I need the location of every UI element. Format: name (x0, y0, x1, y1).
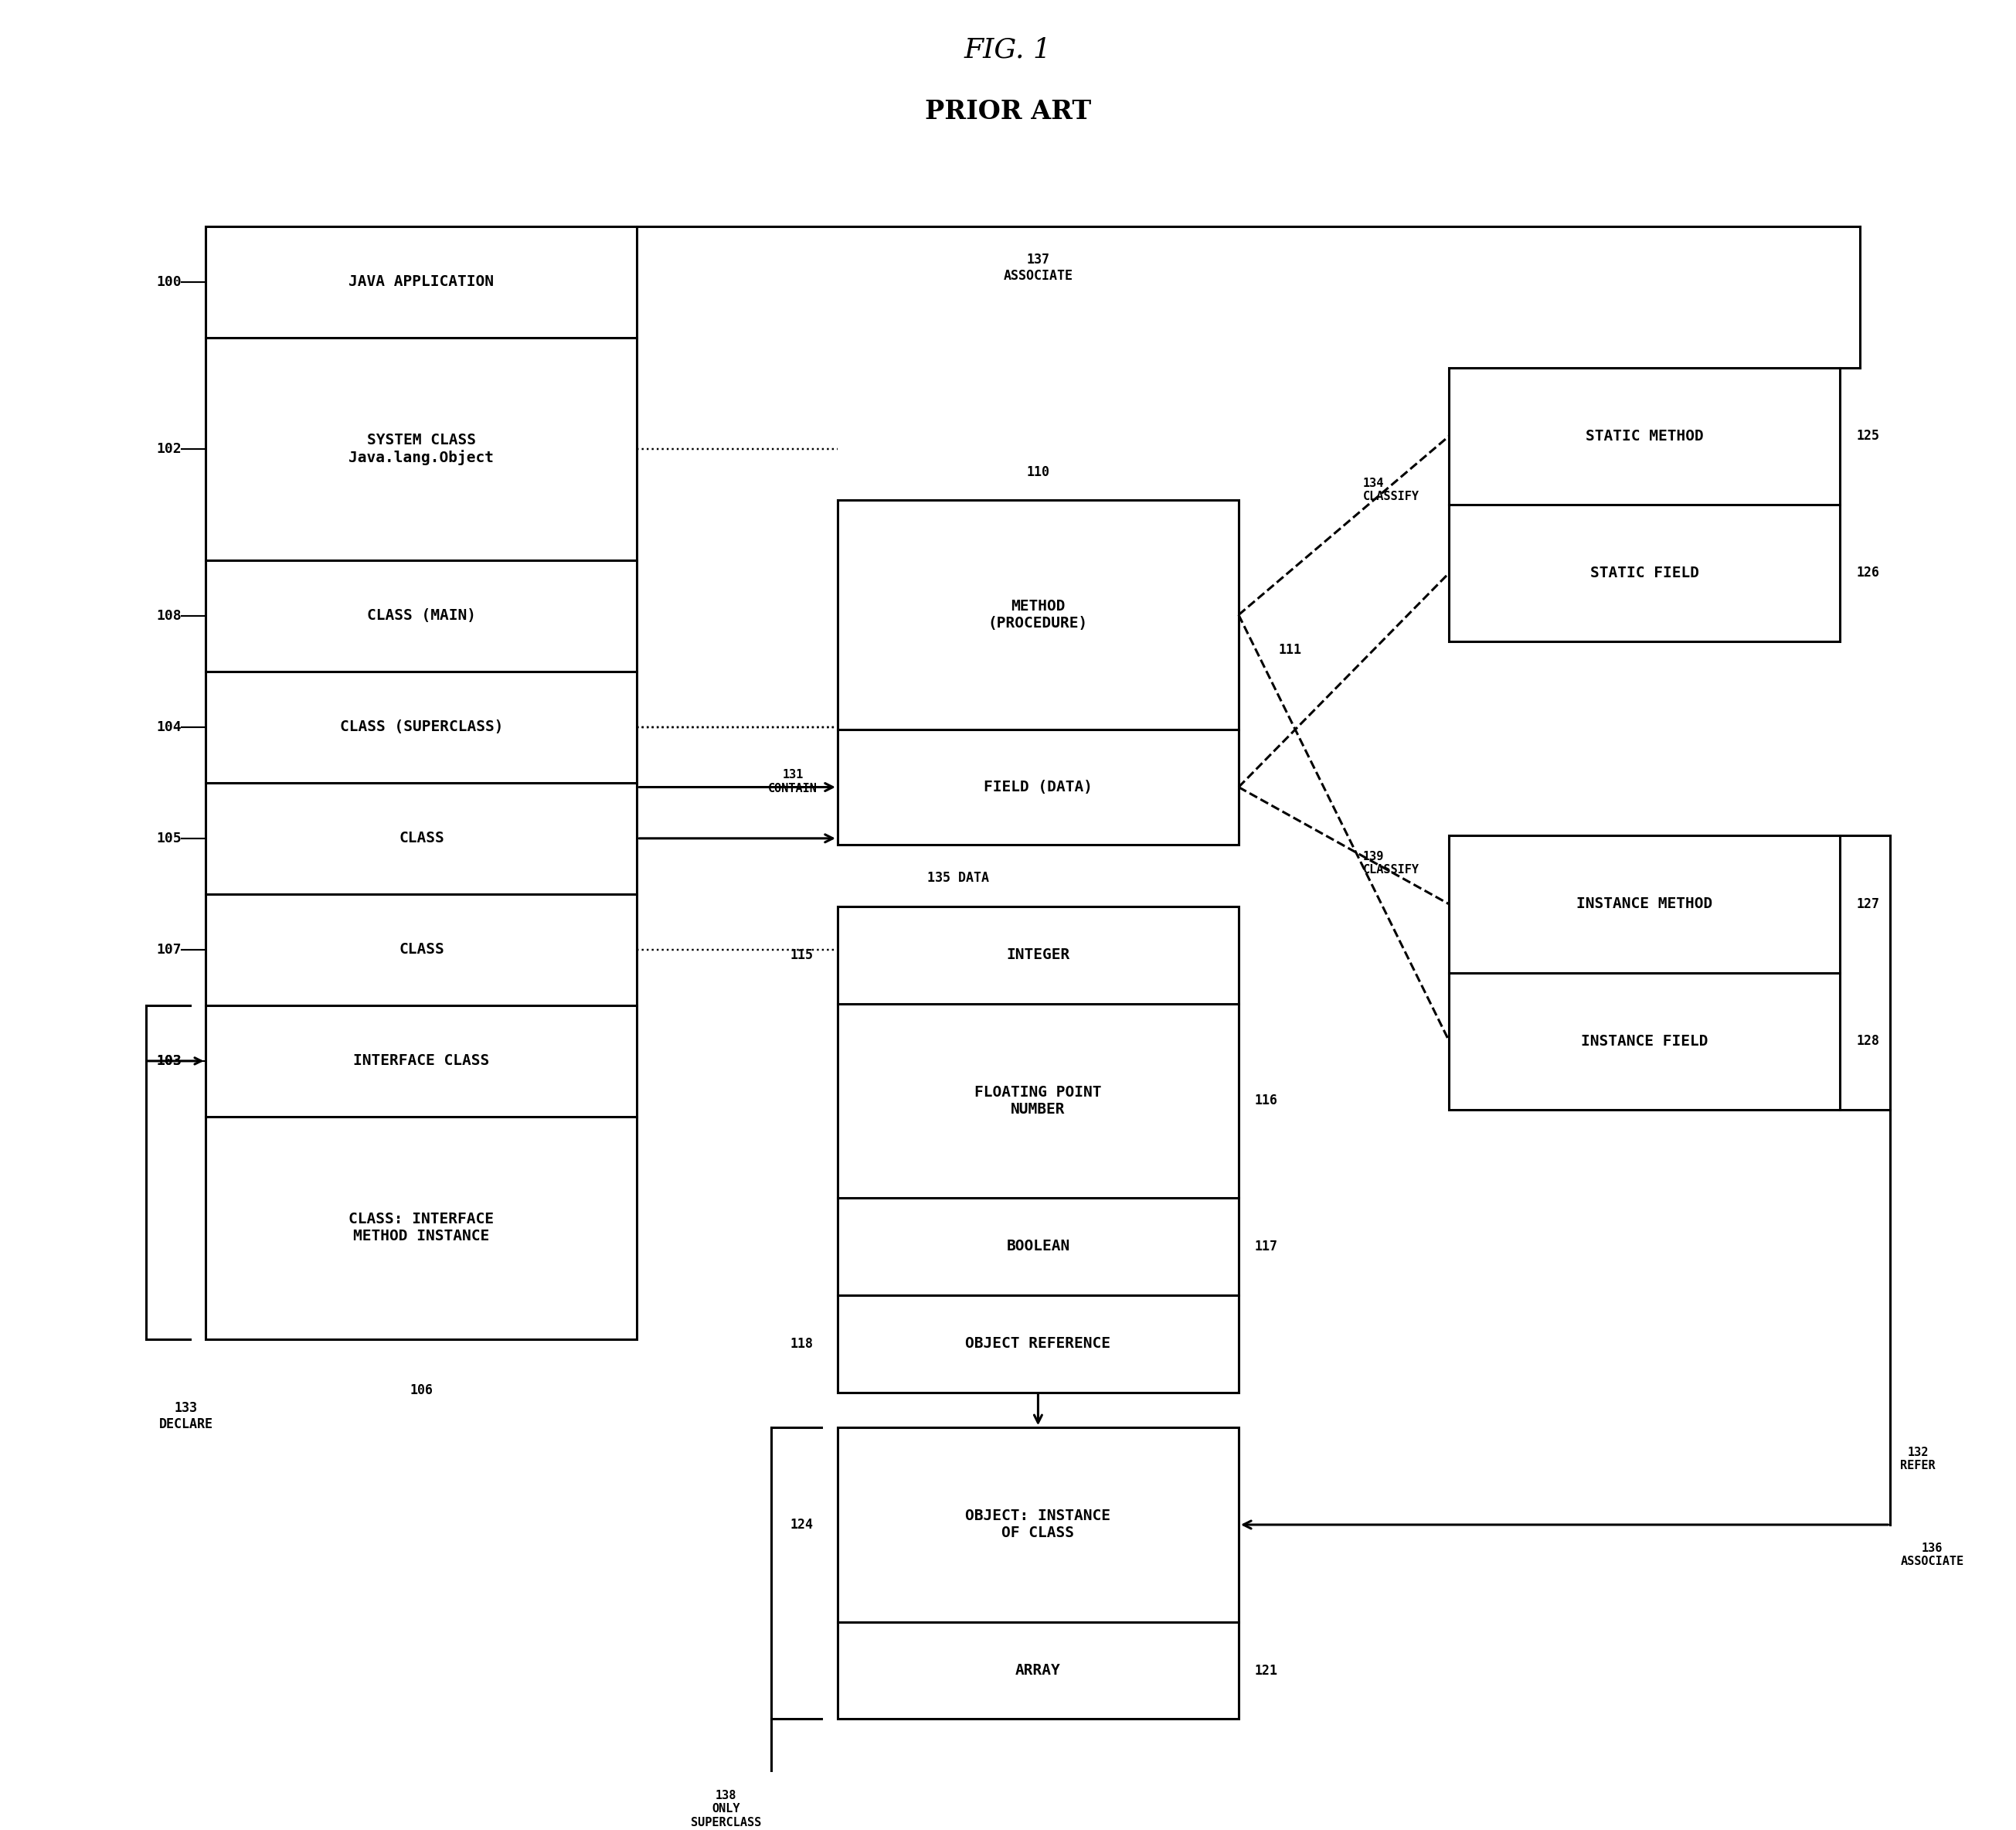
Text: INTEGER: INTEGER (1006, 948, 1070, 963)
Bar (837, 1427, 1238, 1718)
Text: 100: 100 (157, 274, 181, 289)
Text: 116: 116 (1254, 1094, 1278, 1107)
Bar (1450, 836, 1841, 1109)
Text: 115: 115 (790, 948, 814, 963)
Text: 127: 127 (1857, 897, 1879, 911)
Text: 110: 110 (1026, 465, 1050, 479)
Text: 108: 108 (157, 609, 181, 622)
Text: 105: 105 (157, 831, 181, 845)
Bar (1450, 368, 1841, 640)
Text: INSTANCE METHOD: INSTANCE METHOD (1577, 897, 1714, 911)
Text: CLASS (MAIN): CLASS (MAIN) (367, 608, 476, 622)
Text: 137
ASSOCIATE: 137 ASSOCIATE (1004, 253, 1073, 282)
Text: 106: 106 (409, 1383, 433, 1398)
Text: 128: 128 (1857, 1034, 1879, 1049)
Text: FIELD (DATA): FIELD (DATA) (984, 780, 1093, 794)
Text: 126: 126 (1857, 565, 1879, 580)
Text: STATIC METHOD: STATIC METHOD (1587, 428, 1704, 443)
Text: 135 DATA: 135 DATA (927, 871, 988, 886)
Text: 132
REFER: 132 REFER (1901, 1448, 1935, 1471)
Text: 103: 103 (157, 1054, 181, 1069)
Bar (837, 500, 1238, 844)
Text: OBJECT: INSTANCE
OF CLASS: OBJECT: INSTANCE OF CLASS (966, 1510, 1111, 1541)
Text: OBJECT REFERENCE: OBJECT REFERENCE (966, 1336, 1111, 1351)
Text: 136
ASSOCIATE: 136 ASSOCIATE (1901, 1543, 1964, 1568)
Text: FIG. 1: FIG. 1 (964, 37, 1052, 62)
Text: INSTANCE FIELD: INSTANCE FIELD (1581, 1034, 1708, 1049)
Text: FLOATING POINT
NUMBER: FLOATING POINT NUMBER (974, 1085, 1101, 1116)
Text: 121: 121 (1254, 1663, 1278, 1678)
Text: 103: 103 (157, 1054, 181, 1069)
Text: STATIC FIELD: STATIC FIELD (1591, 565, 1699, 580)
Text: 111: 111 (1278, 644, 1302, 657)
Text: 104: 104 (157, 719, 181, 734)
Text: 134
CLASSIFY: 134 CLASSIFY (1363, 478, 1419, 503)
Text: BOOLEAN: BOOLEAN (1006, 1239, 1070, 1254)
Text: 131
CONTAIN: 131 CONTAIN (768, 769, 818, 794)
Text: 138
ONLY
SUPERCLASS: 138 ONLY SUPERCLASS (691, 1790, 762, 1828)
Text: 124: 124 (790, 1517, 814, 1532)
Text: JAVA APPLICATION: JAVA APPLICATION (349, 274, 494, 289)
Text: ARRAY: ARRAY (1016, 1663, 1060, 1678)
Bar (837, 906, 1238, 1393)
Text: 118: 118 (790, 1336, 814, 1351)
Text: 139
CLASSIFY: 139 CLASSIFY (1363, 851, 1419, 877)
Text: PRIOR ART: PRIOR ART (925, 99, 1091, 124)
Text: CLASS: CLASS (399, 831, 444, 845)
Text: CLASS: INTERFACE
METHOD INSTANCE: CLASS: INTERFACE METHOD INSTANCE (349, 1211, 494, 1244)
Bar (206, 227, 637, 1340)
Text: 107: 107 (157, 942, 181, 957)
Text: 125: 125 (1857, 428, 1879, 443)
Text: SYSTEM CLASS
Java.lang.Object: SYSTEM CLASS Java.lang.Object (349, 432, 494, 465)
Text: 117: 117 (1254, 1239, 1278, 1254)
Text: 133
DECLARE: 133 DECLARE (159, 1402, 214, 1431)
Text: 102: 102 (157, 441, 181, 456)
Text: CLASS (SUPERCLASS): CLASS (SUPERCLASS) (341, 719, 504, 734)
Text: METHOD
(PROCEDURE): METHOD (PROCEDURE) (988, 598, 1089, 631)
Text: CLASS: CLASS (399, 942, 444, 957)
Text: INTERFACE CLASS: INTERFACE CLASS (353, 1054, 490, 1069)
